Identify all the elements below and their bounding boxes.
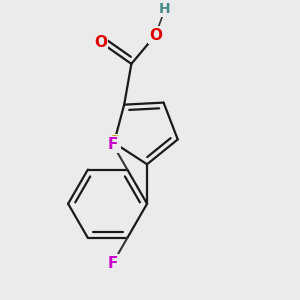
Text: F: F xyxy=(108,137,118,152)
Text: H: H xyxy=(159,2,171,16)
Text: O: O xyxy=(94,35,107,50)
Text: O: O xyxy=(149,28,162,43)
Text: F: F xyxy=(108,256,118,271)
Text: S: S xyxy=(109,135,119,150)
